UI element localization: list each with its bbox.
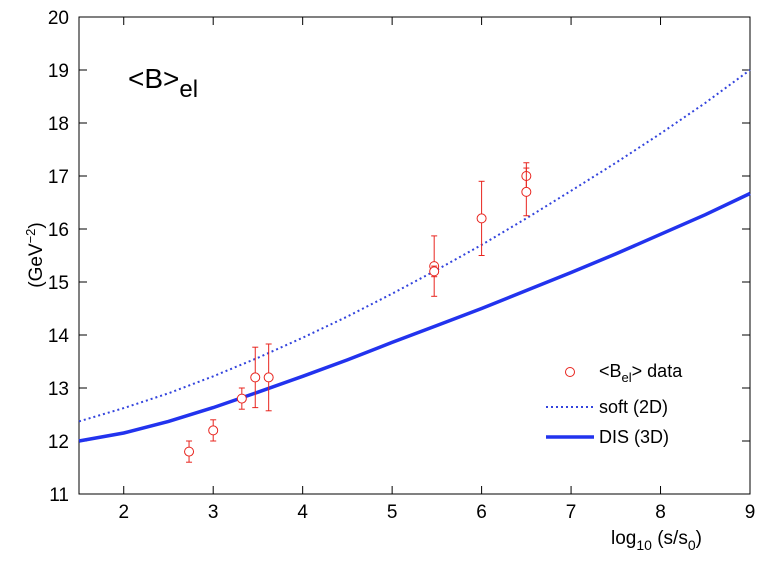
legend-data-rest: > data	[632, 361, 684, 381]
x-axis-label-sub: 10	[636, 537, 652, 553]
plot-frame	[78, 16, 751, 495]
legend-data-sub: el	[622, 370, 632, 385]
y-tick-label: 14	[48, 326, 70, 347]
x-tick-label: 5	[387, 502, 398, 523]
y-tick-label: 16	[48, 220, 69, 241]
data-point	[208, 425, 219, 436]
y-axis-label-main: (GeV	[26, 243, 47, 288]
x-tick-label: 2	[118, 502, 129, 523]
x-axis-label-end: )	[696, 528, 702, 549]
legend-marker-data	[565, 367, 575, 377]
x-axis-label-rest: (s/s	[652, 528, 688, 549]
data-point	[429, 266, 440, 277]
data-point	[476, 213, 487, 224]
y-tick-label: 13	[48, 379, 69, 400]
x-tick-label: 3	[208, 502, 219, 523]
y-axis-label-end: )	[26, 222, 47, 228]
x-axis-label-main: log	[611, 528, 636, 549]
y-tick-label: 15	[48, 273, 69, 294]
legend-label-dis: DIS (3D)	[599, 427, 669, 447]
y-axis-label-sup: −2	[23, 229, 38, 244]
y-tick-label: 18	[48, 114, 69, 135]
x-tick-label: 8	[655, 502, 666, 523]
y-tick-label: 19	[48, 61, 69, 82]
chart-title-sub: el	[179, 76, 198, 103]
ticks: 2 3 4 5 6 7 8 9 11 12 13 14 15 16 17 18 19 20	[48, 8, 755, 523]
data-point	[263, 372, 274, 383]
legend: <Bel> data soft (2D) DIS (3D)	[546, 361, 683, 447]
series-dis-3d-line	[78, 191, 751, 443]
y-tick-label: 20	[48, 8, 69, 29]
y-axis-label: (GeV−2)	[23, 222, 47, 288]
data-points-layer	[184, 162, 532, 463]
legend-label-data: <Bel> data	[599, 361, 683, 385]
y-tick-label: 17	[48, 167, 69, 188]
x-tick-label: 9	[745, 502, 756, 523]
chart-title-main: <B>	[128, 63, 179, 94]
y-tick-label: 11	[49, 485, 69, 506]
data-point	[236, 393, 247, 404]
x-axis-label-sub2: 0	[688, 537, 696, 553]
x-tick-label: 6	[476, 502, 487, 523]
data-point	[250, 372, 261, 383]
chart-title: <B>el	[128, 63, 198, 103]
x-axis-label: log10 (s/s0)	[611, 528, 702, 553]
data-point	[521, 186, 532, 197]
y-tick-label: 12	[48, 432, 69, 453]
legend-label-soft: soft (2D)	[599, 397, 668, 417]
legend-data-main: <B	[599, 361, 622, 381]
series-layer	[78, 69, 751, 443]
x-tick-label: 7	[566, 502, 577, 523]
x-tick-label: 4	[297, 502, 308, 523]
data-point	[184, 446, 195, 457]
